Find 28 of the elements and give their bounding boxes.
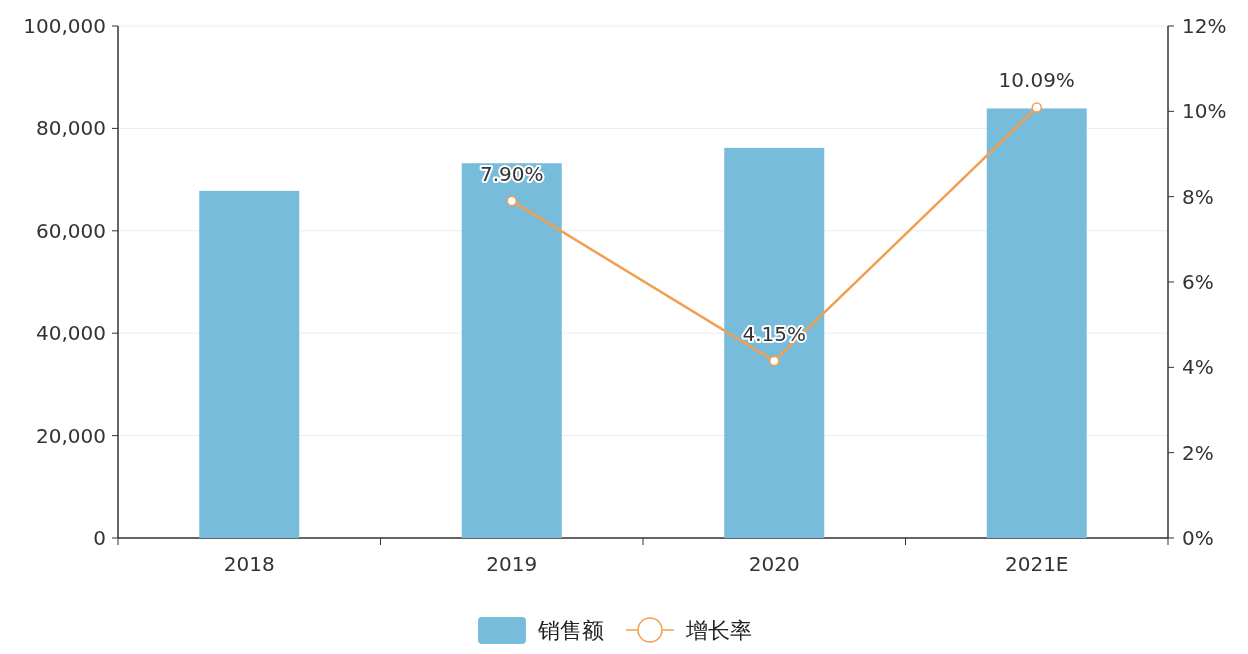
y2-tick-label: 12% xyxy=(1182,14,1227,38)
bar xyxy=(199,190,300,538)
y-tick-label: 40,000 xyxy=(36,321,106,346)
y-tick-label: 80,000 xyxy=(36,116,106,141)
y-tick-label: 20,000 xyxy=(36,423,106,448)
y2-tick-label: 10% xyxy=(1182,99,1227,124)
point xyxy=(506,195,517,207)
y2-tick-label: 6% xyxy=(1182,270,1214,294)
bar xyxy=(461,163,562,538)
legend-label: 增长率 xyxy=(685,618,752,643)
x-tick-label: 2020 xyxy=(748,552,800,576)
x-tick-label: 2019 xyxy=(486,552,538,576)
y2-tick-label: 2% xyxy=(1182,440,1214,465)
x-tick-label: 2018 xyxy=(223,552,275,576)
point xyxy=(769,355,780,367)
y-tick-label: 100,000 xyxy=(23,14,106,38)
y-tick-label: 0 xyxy=(93,526,106,550)
bar xyxy=(986,108,1087,538)
y-tick-label: 60,000 xyxy=(36,218,106,243)
bar xyxy=(724,147,825,538)
y2-tick-label: 8% xyxy=(1182,184,1214,209)
y2-tick-label: 0% xyxy=(1182,526,1214,550)
y2-tick-label: 4% xyxy=(1182,355,1214,380)
point xyxy=(1031,102,1042,113)
legend-label: 销售额 xyxy=(537,618,604,643)
data-label: 10.09% xyxy=(998,68,1075,93)
data-label: 7.90% xyxy=(479,161,544,186)
x-tick-label: 2021E xyxy=(1004,552,1069,576)
